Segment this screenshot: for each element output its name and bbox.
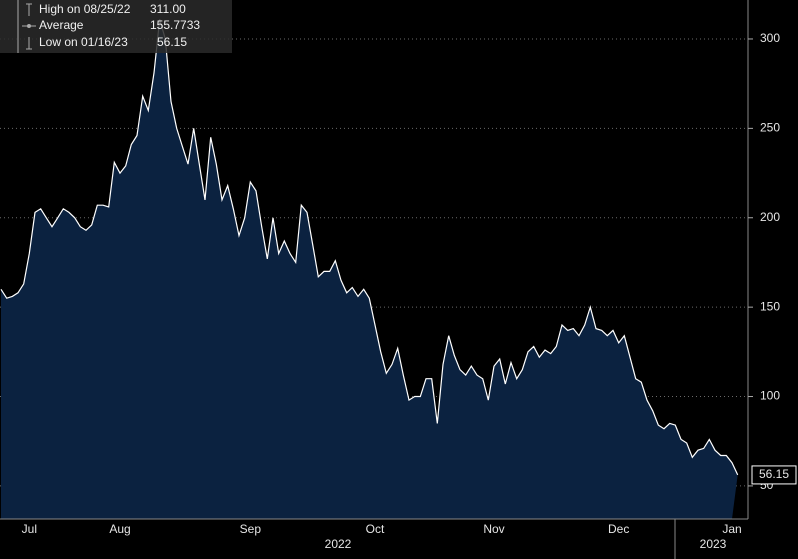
line (0, 19, 739, 476)
last-value-label: 56.15 (759, 467, 789, 481)
x-tick-label: Sep (240, 522, 262, 536)
x-tick-label: Nov (483, 522, 504, 536)
y-tick-label: 300 (760, 31, 780, 45)
x-tick-label: Jan (722, 522, 741, 536)
legend-label: Average (39, 18, 84, 32)
legend: High on 08/25/22 311.00 Average 155.7733… (0, 0, 232, 53)
legend-label: Low on 01/16/23 (39, 35, 128, 49)
legend-value: 155.7733 (150, 18, 200, 32)
legend-value: 311.00 (150, 2, 186, 16)
area (1, 19, 738, 520)
y-tick-label: 100 (760, 389, 780, 403)
legend-value: 56.15 (157, 35, 187, 49)
last-value-box (751, 465, 797, 485)
year-label: 2023 (700, 537, 727, 551)
legend-box (0, 0, 232, 53)
y-tick-label: 150 (760, 299, 780, 313)
legend-icon (27, 24, 31, 28)
year-label: 2022 (325, 537, 352, 551)
legend-label: High on 08/25/22 (39, 2, 131, 16)
y-tick-label: 200 (760, 210, 780, 224)
x-tick-label: Oct (366, 522, 385, 536)
x-tick-label: Jul (22, 522, 37, 536)
x-tick-label: Dec (608, 522, 629, 536)
x-tick-label: Aug (109, 522, 130, 536)
y-tick-label: 250 (760, 121, 780, 135)
plot-area (0, 19, 748, 520)
